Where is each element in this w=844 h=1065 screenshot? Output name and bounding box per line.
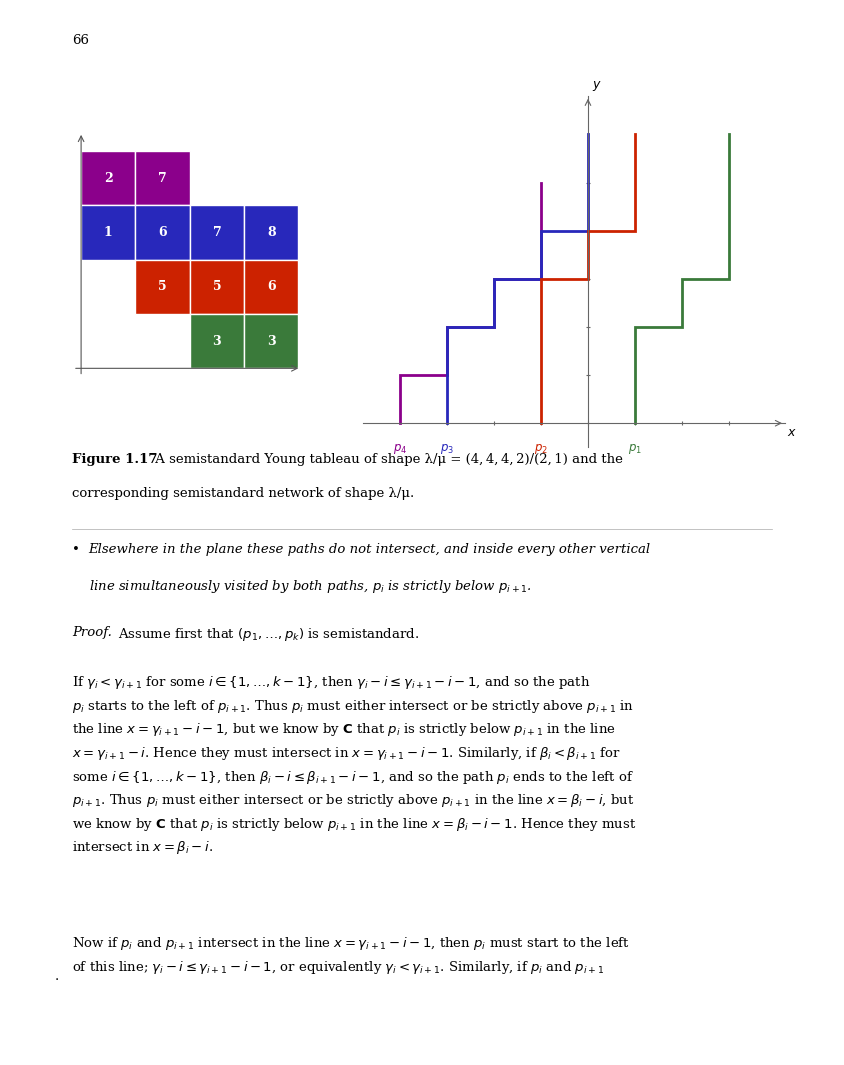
Text: $y$: $y$ [592, 80, 602, 94]
Text: Assume first that $(p_1, \ldots, p_k)$ is semistandard.: Assume first that $(p_1, \ldots, p_k)$ i… [118, 626, 419, 643]
Text: 66: 66 [72, 34, 89, 47]
Text: 1: 1 [104, 226, 112, 239]
Text: If $\gamma_i < \gamma_{i+1}$ for some $i \in \{1, \ldots, k-1\}$, then $\gamma_i: If $\gamma_i < \gamma_{i+1}$ for some $i… [72, 674, 636, 856]
Text: 7: 7 [158, 171, 167, 184]
Text: 7: 7 [213, 226, 221, 239]
Text: Elsewhere in the plane these paths do not intersect, and inside every other vert: Elsewhere in the plane these paths do no… [89, 543, 651, 556]
Text: 5: 5 [213, 280, 221, 293]
Text: .: . [55, 970, 59, 983]
Bar [244, 206, 299, 260]
Text: •: • [72, 543, 79, 556]
Text: Proof.: Proof. [72, 626, 111, 639]
Text: 3: 3 [267, 334, 275, 347]
Bar [244, 314, 299, 368]
Text: A semistandard Young tableau of shape λ/μ = (4, 4, 4, 2)/(2, 1) and the: A semistandard Young tableau of shape λ/… [151, 453, 623, 465]
Bar [135, 260, 190, 314]
Text: 6: 6 [267, 280, 275, 293]
Text: $p_2$: $p_2$ [534, 442, 548, 456]
Text: $p_3$: $p_3$ [441, 442, 454, 456]
Bar [135, 206, 190, 260]
Text: 8: 8 [267, 226, 275, 239]
Text: corresponding semistandard network of shape λ/μ.: corresponding semistandard network of sh… [72, 487, 414, 499]
Text: Now if $p_i$ and $p_{i+1}$ intersect in the line $x = \gamma_{i+1} - i - 1$, the: Now if $p_i$ and $p_{i+1}$ intersect in … [72, 935, 630, 976]
Text: $p_1$: $p_1$ [628, 442, 642, 456]
Text: 3: 3 [213, 334, 221, 347]
Bar [190, 206, 244, 260]
Bar [190, 260, 244, 314]
Text: line simultaneously visited by both paths, $p_i$ is strictly below $p_{i+1}$.: line simultaneously visited by both path… [89, 578, 532, 595]
Bar [190, 314, 244, 368]
Bar [135, 151, 190, 206]
Text: $x$: $x$ [787, 426, 797, 439]
Text: 6: 6 [159, 226, 167, 239]
Text: 5: 5 [159, 280, 167, 293]
Text: $p_4$: $p_4$ [393, 442, 408, 456]
Bar [244, 260, 299, 314]
Text: 2: 2 [104, 171, 112, 184]
Bar [81, 151, 135, 206]
Text: Figure 1.17: Figure 1.17 [72, 453, 157, 465]
Bar [81, 206, 135, 260]
